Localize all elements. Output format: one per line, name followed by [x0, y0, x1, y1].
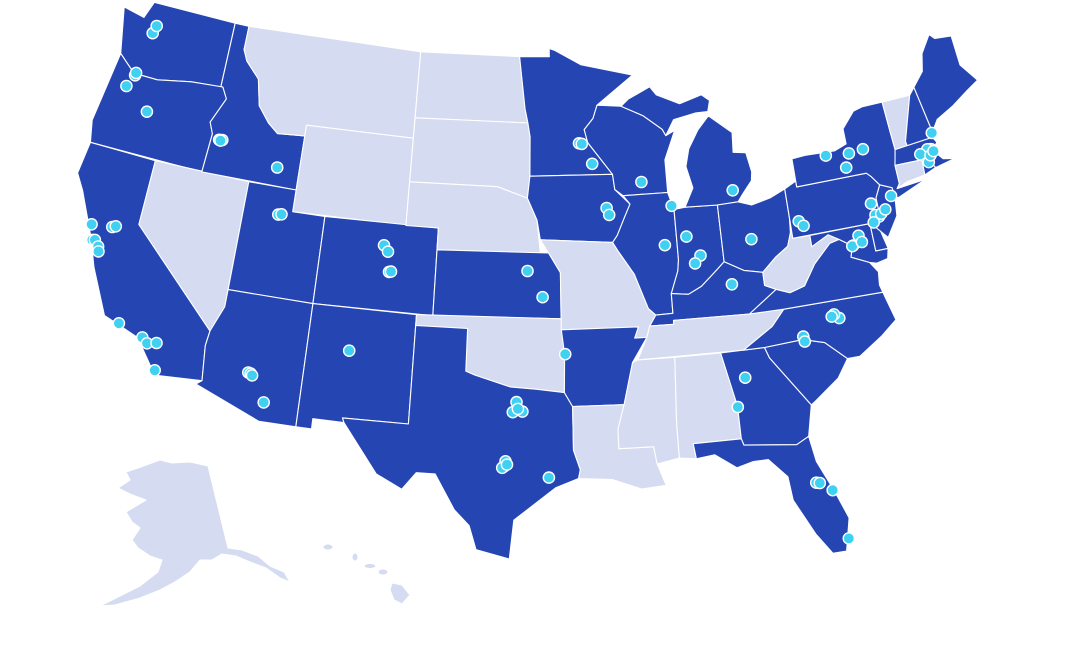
location-dot[interactable] — [150, 336, 163, 350]
state-HI[interactable] — [322, 543, 411, 605]
state-ND[interactable] — [414, 51, 529, 124]
location-dot[interactable] — [826, 483, 840, 497]
location-dot[interactable] — [855, 235, 869, 249]
location-dot[interactable] — [925, 126, 939, 140]
location-dot[interactable] — [726, 183, 740, 197]
location-dot[interactable] — [884, 189, 898, 203]
location-dot[interactable] — [384, 265, 398, 278]
state-MT[interactable] — [243, 25, 422, 139]
location-dot[interactable] — [150, 19, 163, 33]
state-NC[interactable] — [742, 291, 897, 360]
location-dot[interactable] — [825, 310, 839, 323]
location-dot[interactable] — [731, 400, 745, 414]
location-dot[interactable] — [813, 476, 827, 490]
state-WY[interactable] — [292, 124, 414, 227]
location-dot[interactable] — [542, 471, 556, 484]
location-dot[interactable] — [635, 175, 648, 189]
location-dot[interactable] — [602, 208, 616, 222]
location-dot[interactable] — [688, 257, 702, 270]
location-dot[interactable] — [521, 264, 534, 278]
states-layer — [77, 1, 979, 561]
location-dot[interactable] — [85, 217, 98, 231]
location-dot[interactable] — [275, 207, 288, 221]
location-dot[interactable] — [798, 335, 812, 348]
location-dot[interactable] — [381, 245, 395, 258]
location-dot[interactable] — [842, 147, 856, 160]
location-dots-layer — [85, 19, 940, 545]
state-MI[interactable] — [620, 86, 711, 137]
location-dot[interactable] — [270, 161, 284, 174]
state-NM[interactable] — [295, 303, 418, 430]
location-dot[interactable] — [665, 199, 678, 213]
location-dot[interactable] — [745, 232, 758, 246]
state-FL[interactable] — [692, 435, 850, 554]
location-dot[interactable] — [112, 316, 126, 330]
location-dot[interactable] — [500, 458, 514, 471]
location-dot[interactable] — [109, 219, 123, 233]
location-dot[interactable] — [245, 369, 259, 382]
location-dot[interactable] — [738, 371, 752, 385]
location-dot[interactable] — [839, 161, 853, 174]
location-dot[interactable] — [214, 134, 227, 147]
location-dot[interactable] — [879, 203, 892, 216]
state-ME[interactable] — [913, 34, 979, 133]
location-dot[interactable] — [658, 238, 672, 252]
location-dot[interactable] — [536, 290, 549, 304]
location-dot[interactable] — [585, 157, 599, 171]
location-dot[interactable] — [842, 532, 856, 545]
location-dot[interactable] — [342, 344, 356, 358]
state-AK[interactable] — [99, 459, 291, 607]
location-dot[interactable] — [129, 66, 143, 80]
location-dot[interactable] — [140, 105, 154, 118]
location-dot[interactable] — [558, 347, 572, 361]
location-dot[interactable] — [725, 277, 739, 291]
location-dot[interactable] — [927, 144, 940, 158]
location-dot[interactable] — [575, 137, 589, 151]
location-dot[interactable] — [511, 402, 525, 416]
location-dot[interactable] — [864, 197, 878, 210]
location-dot[interactable] — [797, 219, 810, 233]
state-MI[interactable] — [684, 115, 753, 208]
location-dot[interactable] — [257, 396, 271, 409]
insets-layer — [99, 459, 411, 607]
location-dot[interactable] — [867, 216, 881, 229]
state-KS[interactable] — [432, 249, 562, 320]
location-dot[interactable] — [120, 79, 133, 93]
location-dot[interactable] — [148, 363, 161, 377]
state-CO[interactable] — [312, 215, 439, 317]
location-dot[interactable] — [856, 142, 870, 156]
location-dot[interactable] — [680, 230, 693, 243]
state-TX[interactable] — [341, 324, 581, 561]
location-dot[interactable] — [92, 245, 105, 258]
location-dot[interactable] — [819, 149, 833, 162]
